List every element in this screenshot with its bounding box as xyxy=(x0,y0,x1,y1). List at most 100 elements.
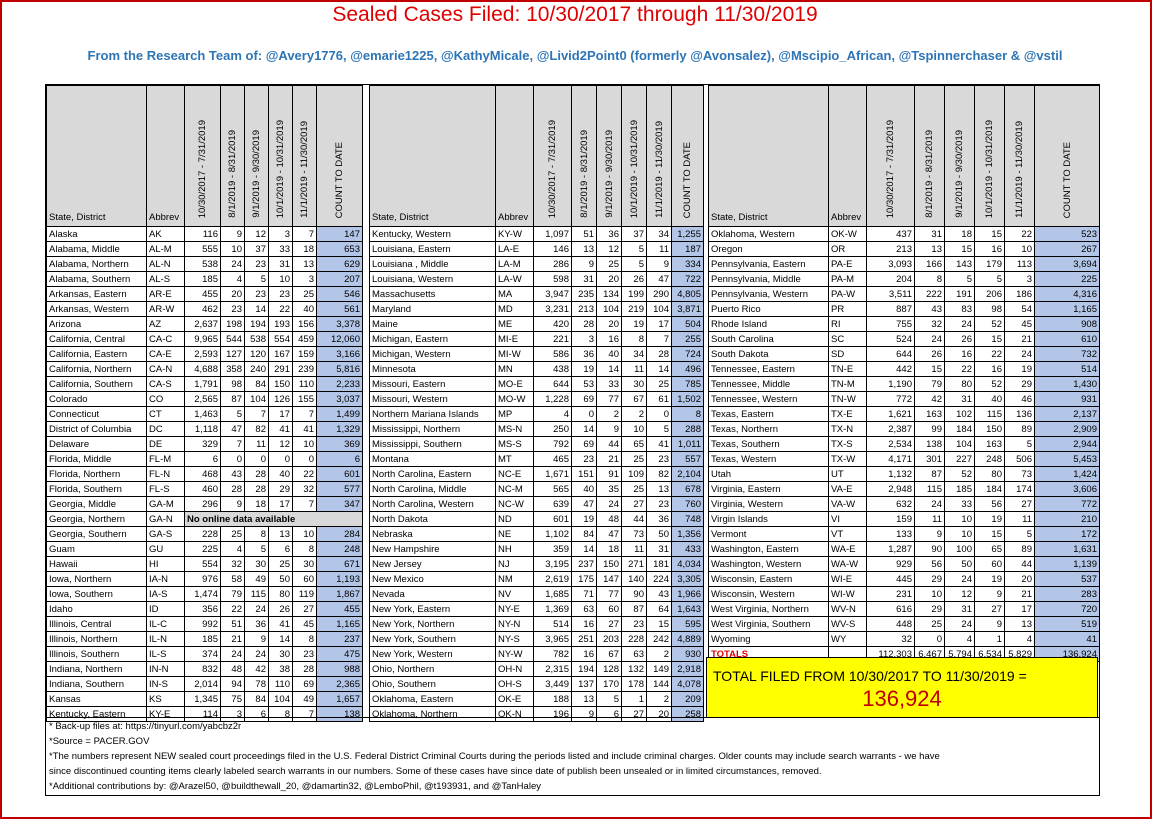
column-header-label: 10/1/2019 - 10/31/2019 xyxy=(984,119,995,218)
count-to-date-cell: 1,430 xyxy=(1034,376,1100,392)
column-header: State, District xyxy=(46,85,147,227)
count-cell: 27 xyxy=(292,601,317,617)
count-cell: 1,287 xyxy=(866,541,915,557)
count-to-date-cell: 2,918 xyxy=(671,661,704,677)
count-cell: 27 xyxy=(1004,496,1035,512)
count-to-date-cell: 334 xyxy=(671,256,704,272)
district-name: Wisconsin, Western xyxy=(708,586,829,602)
count-cell: 110 xyxy=(292,376,317,392)
count-cell: 29 xyxy=(268,481,293,497)
table-row: Texas, Northern TX-N 2,387 99 184 150 89 2,909 xyxy=(708,421,1100,437)
count-cell: 184 xyxy=(944,421,975,437)
count-cell: 73 xyxy=(621,526,647,542)
district-name: Tennessee, Eastern xyxy=(708,361,829,377)
district-name: Texas, Southern xyxy=(708,436,829,452)
table-row: North Carolina, Eastern NC-E 1,671 151 91 109… xyxy=(369,466,704,482)
district-abbrev: FL-S xyxy=(146,481,185,497)
count-cell: 11 xyxy=(244,436,269,452)
count-cell: 40 xyxy=(292,301,317,317)
count-cell: 23 xyxy=(621,616,647,632)
count-cell: 17 xyxy=(1004,601,1035,617)
count-to-date-cell: 4,078 xyxy=(671,676,704,692)
district-name: Texas, Eastern xyxy=(708,406,829,422)
count-cell: No online data available xyxy=(184,511,363,527)
count-cell: 0 xyxy=(220,451,245,467)
district-abbrev: GA-M xyxy=(146,496,185,512)
count-cell: 18 xyxy=(244,496,269,512)
count-cell: 772 xyxy=(866,391,915,407)
district-name: Maine xyxy=(369,316,496,332)
district-abbrev: NH xyxy=(495,541,534,557)
table-row: New York, Southern NY-S 3,965 251 203 228 242 4… xyxy=(369,631,704,647)
district-name: Georgia, Northern xyxy=(46,511,147,527)
count-cell: 115 xyxy=(914,481,945,497)
district-abbrev: VT xyxy=(828,526,867,542)
count-cell: 632 xyxy=(866,496,915,512)
note-backup: * Back-up files at: https://tinyurl.com/… xyxy=(49,721,242,732)
count-cell: 9 xyxy=(974,586,1005,602)
district-name: Nevada xyxy=(369,586,496,602)
count-cell: 63 xyxy=(621,646,647,662)
district-abbrev: HI xyxy=(146,556,185,572)
count-cell: 17 xyxy=(646,316,672,332)
count-cell: 31 xyxy=(944,391,975,407)
district-abbrev: GU xyxy=(146,541,185,557)
district-abbrev: NC-M xyxy=(495,481,534,497)
column-header: 8/1/2019 - 8/31/2019 xyxy=(571,85,597,227)
count-cell: 301 xyxy=(914,451,945,467)
count-cell: 41 xyxy=(268,616,293,632)
count-cell: 33 xyxy=(944,496,975,512)
count-to-date-cell: 433 xyxy=(671,541,704,557)
column-header: 10/30/2017 - 7/31/2019 xyxy=(866,85,915,227)
count-cell: 22 xyxy=(944,361,975,377)
count-cell: 21 xyxy=(220,631,245,647)
count-cell: 4 xyxy=(1004,631,1035,647)
count-cell: 166 xyxy=(914,256,945,272)
count-cell: 7 xyxy=(292,406,317,422)
count-cell: 102 xyxy=(944,406,975,422)
count-cell: 144 xyxy=(646,676,672,692)
count-cell: 21 xyxy=(596,451,622,467)
count-cell: 462 xyxy=(184,301,221,317)
count-cell: 170 xyxy=(596,676,622,692)
district-name: Washington, Western xyxy=(708,556,829,572)
count-to-date-cell: 2,909 xyxy=(1034,421,1100,437)
district-name: New York, Southern xyxy=(369,631,496,647)
count-cell: 9,965 xyxy=(184,331,221,347)
count-cell: 199 xyxy=(621,286,647,302)
column-header: COUNT TO DATE xyxy=(1034,85,1100,227)
count-cell: 465 xyxy=(533,451,572,467)
district-name: Puerto Rico xyxy=(708,301,829,317)
district-name: Connecticut xyxy=(46,406,147,422)
district-name: New York, Northern xyxy=(369,616,496,632)
table-row: North Carolina, Middle NC-M 565 40 35 25 13 678 xyxy=(369,481,704,497)
district-abbrev: AL-N xyxy=(146,256,185,272)
district-abbrev: WI-E xyxy=(828,571,867,587)
district-name: New York, Western xyxy=(369,646,496,662)
district-abbrev: VA-W xyxy=(828,496,867,512)
column-header-label: COUNT TO DATE xyxy=(1061,141,1073,218)
district-abbrev: NM xyxy=(495,571,534,587)
count-cell: 50 xyxy=(646,526,672,542)
header-row: State, District Abbrev 10/30/2017 - 7/31/2… xyxy=(708,85,1100,227)
district-abbrev: OK-E xyxy=(495,691,534,707)
count-cell: 1,685 xyxy=(533,586,572,602)
table-row: Nevada NV 1,685 71 77 90 43 1,966 xyxy=(369,586,704,602)
column-header: State, District xyxy=(708,85,829,227)
count-cell: 10 xyxy=(914,586,945,602)
count-cell: 30 xyxy=(621,376,647,392)
column-header: 9/1/2019 - 9/30/2019 xyxy=(244,85,269,227)
table-row: Mississippi, Northern MS-N 250 14 9 10 5 288 xyxy=(369,421,704,437)
district-abbrev: IN-N xyxy=(146,661,185,677)
count-to-date-cell: 760 xyxy=(671,496,704,512)
count-cell: 8 xyxy=(621,331,647,347)
count-to-date-cell: 3,871 xyxy=(671,301,704,317)
count-cell: 109 xyxy=(621,466,647,482)
count-to-date-cell: 8 xyxy=(671,406,704,422)
header-row: State, District Abbrev 10/30/2017 - 7/31/2… xyxy=(369,85,704,227)
count-cell: 99 xyxy=(914,421,945,437)
count-cell: 2 xyxy=(596,406,622,422)
count-cell: 32 xyxy=(292,481,317,497)
count-cell: 8 xyxy=(292,631,317,647)
count-cell: 44 xyxy=(621,511,647,527)
